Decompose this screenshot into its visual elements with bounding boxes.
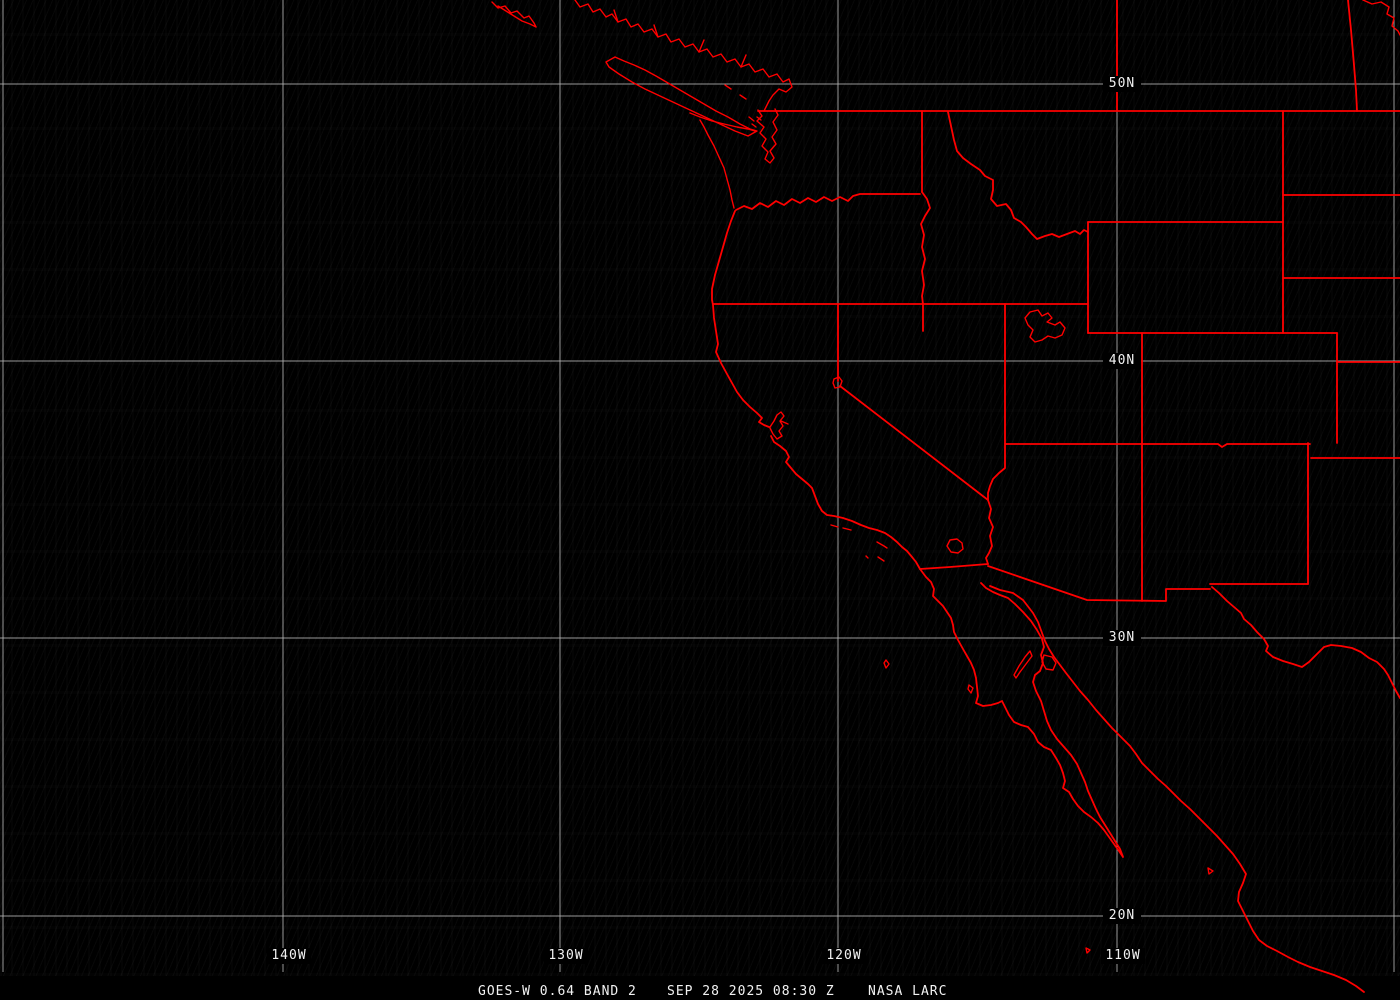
isla-cedros bbox=[967, 684, 974, 694]
caption-product: GOES-W 0.64 BAND 2 bbox=[478, 984, 637, 999]
fjord-inlet bbox=[698, 39, 705, 53]
satellite-imagery-background bbox=[0, 0, 1400, 976]
border-ca-az-colorado-river bbox=[985, 499, 994, 565]
lon-label-140w: 140W bbox=[267, 948, 311, 964]
lon-label-110w: 110W bbox=[1101, 948, 1145, 964]
border-nv-ut-az bbox=[987, 303, 1006, 501]
coast-mexico-mainland bbox=[989, 585, 1365, 993]
lat-label-40n: 40N bbox=[1103, 353, 1141, 369]
fjord-inlet bbox=[613, 9, 619, 23]
lon-label-120w: 120W bbox=[822, 948, 866, 964]
isla-guadalupe bbox=[883, 659, 890, 669]
border-sk-mb bbox=[1347, 0, 1358, 112]
border-37n bbox=[1004, 443, 1311, 448]
coast-juan-de-fuca bbox=[689, 112, 756, 132]
coast-california-south bbox=[770, 435, 921, 570]
political-boundaries bbox=[491, 0, 1400, 993]
isla-tiburon bbox=[1041, 654, 1057, 671]
islas-marias bbox=[1085, 947, 1091, 954]
caption-credit: NASA LARC bbox=[868, 984, 948, 999]
fjord-inlet bbox=[653, 24, 659, 38]
coast-washington bbox=[699, 119, 735, 209]
lon-label-130w: 130W bbox=[544, 948, 588, 964]
caption-timestamp: SEP 28 2025 08:30 Z bbox=[667, 984, 835, 999]
coast-baja-california bbox=[919, 568, 1124, 858]
channel-islands bbox=[830, 524, 888, 562]
border-or-id-snake bbox=[920, 191, 931, 305]
coast-vancouver-island bbox=[605, 56, 758, 137]
lat-label-20n: 20N bbox=[1103, 908, 1141, 924]
latlon-gridlines bbox=[0, 0, 1400, 972]
salton-sea bbox=[946, 538, 964, 554]
san-juan-islands bbox=[748, 116, 762, 128]
border-us-mexico-az-nm bbox=[987, 565, 1211, 602]
island-sinaloa-coast bbox=[1207, 867, 1214, 875]
fjord-inlet bbox=[740, 54, 747, 68]
coast-puget-sound bbox=[756, 108, 779, 164]
great-salt-lake bbox=[1024, 309, 1066, 343]
coast-bc-mainland bbox=[574, 0, 793, 112]
lat-label-30n: 30N bbox=[1103, 630, 1141, 646]
border-id-mt-divide bbox=[947, 111, 1089, 240]
border-wa-or-columbia-river bbox=[735, 193, 921, 211]
river-top-right bbox=[1362, 0, 1400, 36]
border-rio-grande bbox=[1211, 586, 1400, 699]
gulf-islands bbox=[724, 84, 747, 100]
san-francisco-bay bbox=[769, 411, 789, 440]
border-ca-nv-diagonal bbox=[839, 385, 989, 501]
isla-angel-de-la-guarda bbox=[1013, 650, 1033, 679]
coast-bc-islands bbox=[491, 1, 537, 28]
border-us-mexico-ca bbox=[919, 563, 989, 570]
caption-bar bbox=[0, 976, 1400, 1000]
lat-label-50n: 50N bbox=[1103, 76, 1141, 92]
coast-oregon-norcal bbox=[711, 210, 770, 428]
